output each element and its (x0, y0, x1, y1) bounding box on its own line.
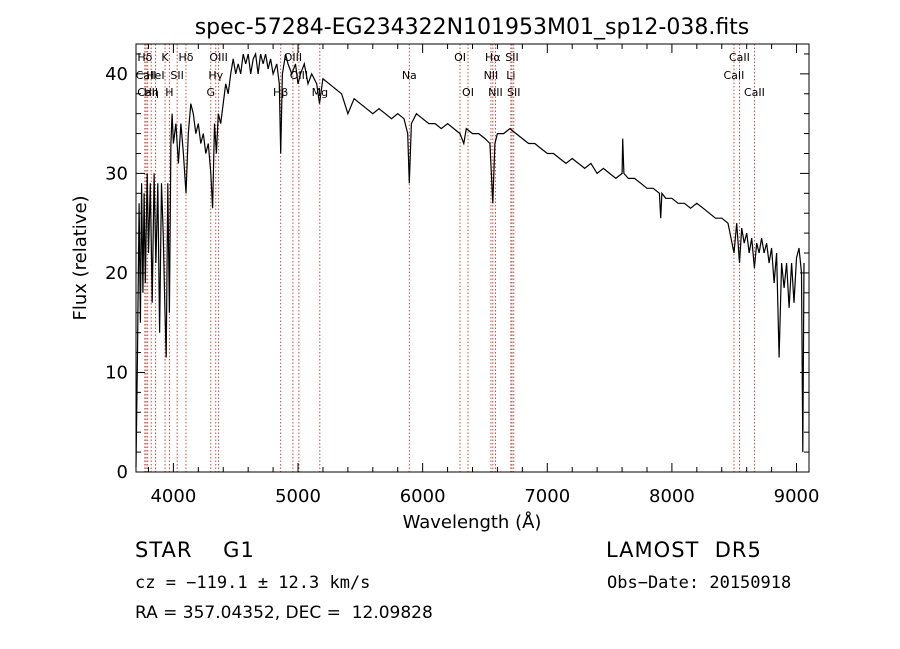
marker-label: SII (505, 51, 518, 64)
marker-label: Hδ (178, 51, 193, 64)
marker-label: Hγ (208, 69, 223, 82)
spectrum-line (135, 51, 805, 468)
marker-label: SII (507, 86, 520, 99)
marker-label: Na (402, 69, 417, 82)
marker-label: Hα (485, 51, 501, 64)
x-tick-label: 6000 (400, 486, 446, 507)
marker-label: CaII (744, 86, 765, 99)
marker-label: OI (454, 51, 466, 64)
marker-label: CaII (724, 69, 745, 82)
marker-label: NII (488, 86, 503, 99)
marker-label: OIII (284, 51, 302, 64)
redshift-velocity: cz = −119.1 ± 12.3 km/s (135, 573, 371, 593)
y-axis-label: Flux (relative) (70, 195, 91, 320)
marker-label: NII (484, 69, 499, 82)
ra-dec-coordinates: RA = 357.04352, DEC = 12.09828 (135, 603, 433, 623)
y-tick-label: 20 (105, 263, 128, 284)
x-axis-label: Wavelength (Å) (403, 511, 542, 533)
y-tick-label: 0 (117, 462, 128, 483)
marker-label: Hβ (273, 86, 288, 99)
marker-label: CaII (136, 69, 157, 82)
marker-label: Mg (312, 86, 328, 99)
y-axis-ticks: 0 10 20 30 40 (105, 53, 809, 483)
x-tick-label: 8000 (649, 486, 695, 507)
x-axis-ticks: 4000 5000 6000 7000 8000 9000 (147, 44, 820, 507)
y-tick-label: 30 (105, 163, 128, 184)
marker-label: OIII (290, 69, 308, 82)
observation-date: Obs−Date: 20150918 (607, 573, 792, 593)
marker-label: CaII (729, 51, 750, 64)
chart-title: spec-57284-EG234322N101953M01_sp12-038.f… (195, 15, 750, 40)
object-class: STAR G1 (135, 538, 255, 562)
marker-label: Hη (144, 86, 159, 99)
marker-label: OIII (209, 51, 227, 64)
x-tick-label: 9000 (774, 486, 820, 507)
x-tick-label: 7000 (524, 486, 570, 507)
survey-release: LAMOST DR5 (606, 538, 762, 562)
marker-label: SII (170, 69, 183, 82)
marker-label: HeI (146, 69, 164, 82)
marker-label: OI (462, 86, 474, 99)
marker-label: H (165, 86, 173, 99)
marker-label: K (161, 51, 169, 64)
x-tick-label: 4000 (150, 486, 196, 507)
marker-label: Hδ (137, 51, 152, 64)
marker-label: CaII (137, 86, 158, 99)
marker-label: G (207, 86, 216, 99)
marker-label: Li (506, 69, 515, 82)
x-tick-label: 5000 (275, 486, 321, 507)
y-tick-label: 40 (105, 64, 128, 85)
emission-line-markers (144, 44, 755, 472)
plot-frame (135, 43, 810, 473)
y-tick-label: 10 (105, 362, 128, 383)
